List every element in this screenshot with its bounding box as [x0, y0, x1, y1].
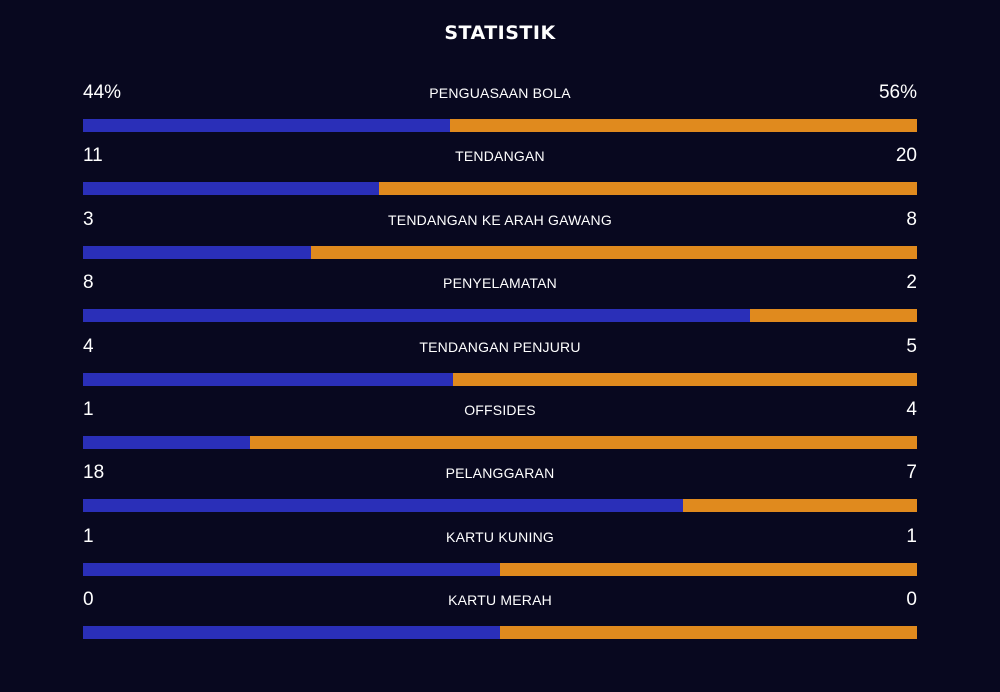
away-value: 20: [895, 145, 917, 167]
comparison-bar: [83, 562, 917, 576]
stat-row-saves: 8 PENYELAMATAN 2: [83, 270, 917, 333]
comparison-bar: [83, 309, 917, 323]
stat-row-shots-on-target: 3 TENDANGAN KE ARAH GAWANG 8: [83, 207, 917, 270]
away-value: 1: [906, 525, 917, 547]
home-value: 3: [83, 208, 94, 230]
home-value: 1: [83, 525, 94, 547]
home-bar-fill: [83, 499, 684, 513]
away-bar-fill: [379, 182, 917, 196]
home-value: 1: [83, 398, 94, 420]
home-value: 4: [83, 335, 94, 357]
home-bar-fill: [83, 626, 500, 640]
stat-header: 0 KARTU MERAH 0: [83, 587, 917, 615]
stat-header: 18 PELANGGARAN 7: [83, 460, 917, 488]
stat-header: 8 PENYELAMATAN 2: [83, 270, 917, 298]
away-bar-fill: [500, 626, 917, 640]
stat-label: OFFSIDES: [464, 401, 536, 418]
stat-label: KARTU MERAH: [448, 592, 552, 609]
home-bar-fill: [83, 562, 500, 576]
away-value: 56%: [878, 82, 917, 103]
stat-label: TENDANGAN: [455, 148, 545, 165]
away-bar-fill: [249, 435, 917, 449]
home-value: 11: [83, 145, 103, 167]
stat-label: TENDANGAN PENJURU: [419, 338, 581, 355]
home-bar-fill: [83, 182, 380, 196]
away-bar-fill: [500, 562, 917, 576]
stat-label: TENDANGAN KE ARAH GAWANG: [388, 211, 612, 228]
stat-row-fouls: 18 PELANGGARAN 7: [83, 460, 917, 523]
comparison-bar: [83, 119, 917, 132]
stat-row-possession: 44% PENGUASAAN BOLA 56%: [83, 80, 917, 143]
away-bar-fill: [683, 499, 917, 513]
comparison-bar: [83, 435, 917, 449]
stat-header: 4 TENDANGAN PENJURU 5: [83, 334, 917, 362]
stat-label: PENGUASAAN BOLA: [429, 85, 571, 101]
stat-row-red-cards: 0 KARTU MERAH 0: [83, 587, 917, 650]
stat-row-yellow-cards: 1 KARTU KUNING 1: [83, 524, 917, 587]
page-title: STATISTIK: [444, 22, 556, 44]
stat-header: 44% PENGUASAAN BOLA 56%: [83, 80, 917, 108]
stat-label: PELANGGARAN: [445, 465, 555, 482]
home-bar-fill: [83, 245, 311, 259]
away-bar-fill: [453, 372, 917, 386]
stat-label: PENYELAMATAN: [443, 275, 557, 292]
home-bar-fill: [83, 435, 250, 449]
comparison-bar: [83, 182, 917, 196]
stat-header: 1 KARTU KUNING 1: [83, 524, 917, 552]
home-bar-fill: [83, 119, 450, 132]
comparison-bar: [83, 372, 917, 386]
away-bar-fill: [750, 309, 917, 323]
home-value: 44%: [83, 82, 122, 103]
away-bar-fill: [449, 119, 917, 132]
away-value: 2: [906, 272, 917, 294]
stat-row-corners: 4 TENDANGAN PENJURU 5: [83, 334, 917, 397]
home-bar-fill: [83, 372, 454, 386]
comparison-bar: [83, 499, 917, 513]
stat-row-shots: 11 TENDANGAN 20: [83, 143, 917, 206]
away-value: 8: [906, 208, 917, 230]
away-value: 5: [906, 335, 917, 357]
stat-header: 1 OFFSIDES 4: [83, 397, 917, 425]
stats-list: 44% PENGUASAAN BOLA 56% 11 TENDANGAN 20 …: [83, 80, 917, 651]
stat-header: 11 TENDANGAN 20: [83, 143, 917, 171]
home-value: 8: [83, 272, 94, 294]
stat-label: KARTU KUNING: [446, 528, 554, 545]
away-value: 7: [906, 462, 917, 484]
stat-header: 3 TENDANGAN KE ARAH GAWANG 8: [83, 207, 917, 235]
stat-row-offsides: 1 OFFSIDES 4: [83, 397, 917, 460]
home-value: 0: [83, 589, 94, 611]
home-bar-fill: [83, 309, 751, 323]
comparison-bar: [83, 626, 917, 640]
away-value: 0: [906, 589, 917, 611]
comparison-bar: [83, 245, 917, 259]
home-value: 18: [83, 462, 105, 484]
away-value: 4: [906, 398, 917, 420]
away-bar-fill: [310, 245, 917, 259]
